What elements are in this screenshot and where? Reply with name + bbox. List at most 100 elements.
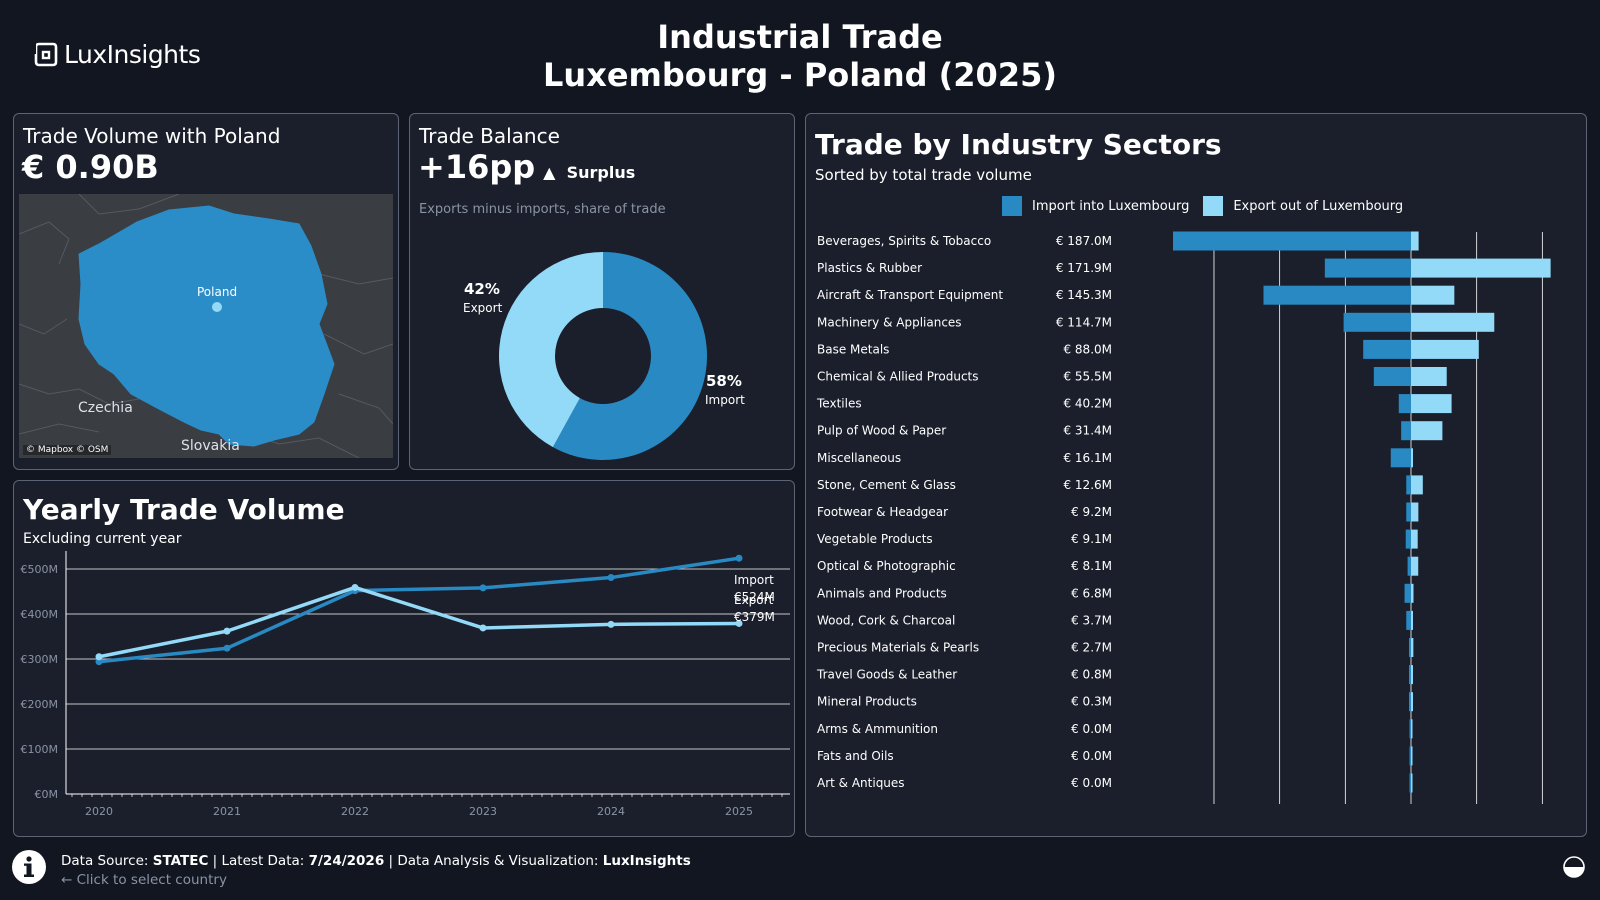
export-bar[interactable] [1411,285,1455,305]
legend-export-label: Export out of Luxembourg [1233,198,1404,214]
legend-export[interactable]: Export out of Luxembourg [1203,196,1403,216]
import-bar[interactable] [1407,556,1411,576]
sector-label: Optical & Photographic [817,559,956,573]
sectors-card: Trade by Industry Sectors Sorted by tota… [805,113,1587,837]
sector-total: € 0.0M [1071,776,1112,790]
export-bar[interactable] [1411,529,1418,549]
donut-slice-import[interactable] [552,252,707,460]
data-point-import[interactable] [735,554,743,562]
y-tick-label: €0M [35,788,59,801]
import-bar[interactable] [1401,421,1411,441]
trade-balance-subtitle: Exports minus imports, share of trade [419,202,666,217]
data-point-import[interactable] [223,644,231,652]
export-bar[interactable] [1411,448,1413,468]
map-country-label: Poland [197,285,238,299]
export-bar[interactable] [1411,638,1414,657]
import-bar[interactable] [1398,394,1411,414]
footer-sep-2: | [388,853,398,869]
sector-total: € 31.4M [1063,424,1112,438]
export-bar[interactable] [1411,258,1551,278]
import-bar[interactable] [1409,665,1411,685]
data-point-import[interactable] [95,658,103,666]
import-bar[interactable] [1263,285,1411,305]
export-bar[interactable] [1411,583,1414,603]
import-bar[interactable] [1324,258,1411,278]
import-bar[interactable] [1405,529,1411,549]
data-point-export[interactable] [607,620,615,628]
export-bar[interactable] [1411,746,1413,766]
sector-total: € 0.0M [1071,749,1112,763]
export-bar[interactable] [1411,421,1443,441]
data-point-export[interactable] [351,583,359,591]
sector-label: Art & Antiques [817,776,905,790]
legend-import[interactable]: Import into Luxembourg [1002,196,1189,216]
export-bar[interactable] [1411,475,1423,495]
export-bar[interactable] [1411,773,1413,793]
page-title: Industrial Trade Luxembourg - Poland (20… [500,18,1100,94]
data-point-export[interactable] [735,619,743,627]
import-bar[interactable] [1409,638,1411,657]
info-icon[interactable] [12,850,46,884]
trade-volume-title: Trade Volume with Poland [23,124,281,148]
trade-balance-title: Trade Balance [419,124,560,148]
map-credit[interactable]: © Mapbox © OSM [23,445,112,455]
sector-label: Beverages, Spirits & Tobacco [817,234,991,248]
country-map[interactable]: Poland Czechia Slovakia © Mapbox © OSM [19,194,393,458]
export-bar[interactable] [1411,610,1413,630]
data-point-import[interactable] [479,584,487,592]
footer-analysis-label: Data Analysis & Visualization: [397,853,599,869]
data-point-import[interactable] [607,574,615,582]
export-bar[interactable] [1411,719,1413,739]
data-point-export[interactable] [223,627,231,635]
import-bar[interactable] [1373,367,1411,386]
legend-import-swatch [1002,196,1022,216]
sector-label: Miscellaneous [817,451,901,465]
import-bar[interactable] [1406,475,1411,495]
import-bar[interactable] [1409,692,1411,712]
import-bar[interactable] [1343,312,1411,332]
x-tick-label: 2024 [597,805,625,818]
select-country-hint[interactable]: ← Click to select country [61,872,227,888]
sector-label: Pulp of Wood & Paper [817,424,946,438]
export-bar[interactable] [1411,339,1479,359]
sector-label: Aircraft & Transport Equipment [817,288,1003,302]
export-bar[interactable] [1411,692,1413,712]
import-bar[interactable] [1173,231,1411,251]
map-neighbor-slovakia: Slovakia [181,438,240,454]
sectors-subtitle: Sorted by total trade volume [815,166,1032,184]
trade-balance-status: Surplus [566,163,636,182]
import-bar[interactable] [1363,339,1411,359]
export-bar[interactable] [1411,665,1413,685]
trade-balance-card: Trade Balance +16pp ▲ Surplus Exports min… [409,113,795,470]
sector-label: Fats and Oils [817,749,894,763]
footer-analysis: LuxInsights [602,853,691,869]
sector-total: € 114.7M [1056,315,1112,329]
data-point-export[interactable] [95,653,103,661]
logo[interactable]: LuxInsights [32,40,201,69]
export-bar[interactable] [1411,556,1419,576]
donut-slice-export[interactable] [499,252,603,448]
data-point-export[interactable] [479,624,487,632]
sector-total: € 9.1M [1071,532,1112,546]
import-bar[interactable] [1409,719,1412,739]
import-bar[interactable] [1406,502,1411,522]
export-bar[interactable] [1411,394,1452,414]
export-bar[interactable] [1411,502,1419,522]
export-bar[interactable] [1411,367,1447,386]
export-bar[interactable] [1411,231,1419,251]
series-end-name: Import [734,573,774,587]
page-title-line1: Industrial Trade [657,18,943,56]
theme-toggle-icon[interactable] [1563,856,1585,878]
sector-total: € 55.5M [1063,370,1112,384]
sector-total: € 16.1M [1063,451,1112,465]
yearly-subtitle: Excluding current year [23,531,182,547]
y-tick-label: €400M [21,608,59,621]
trade-balance-pp: +16pp [418,148,536,186]
import-bar[interactable] [1406,610,1411,630]
import-bar[interactable] [1404,583,1411,603]
trade-volume-card: Trade Volume with Poland € 0.90B Poland … [13,113,399,470]
import-bar[interactable] [1409,773,1412,793]
import-bar[interactable] [1409,746,1412,766]
export-bar[interactable] [1411,312,1495,332]
import-bar[interactable] [1390,448,1411,468]
